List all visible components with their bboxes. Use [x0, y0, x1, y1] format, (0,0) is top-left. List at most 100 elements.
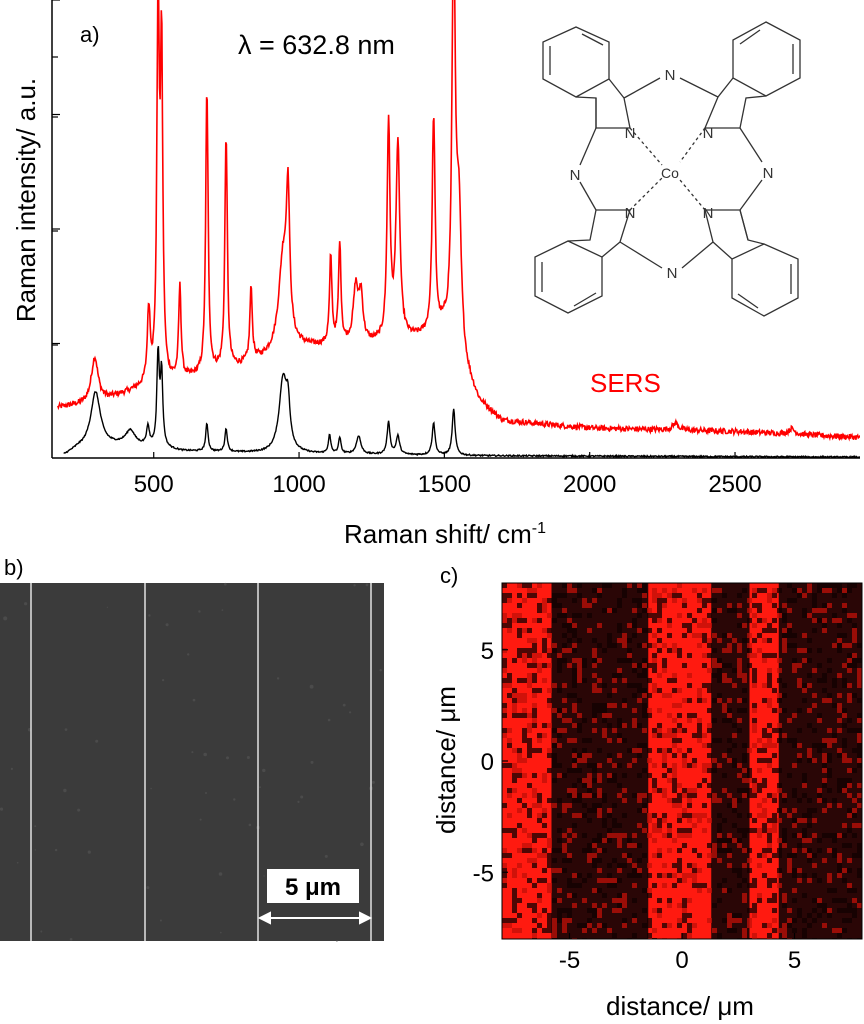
heatmap-pixel — [602, 718, 607, 723]
heatmap-pixel — [687, 793, 692, 798]
heatmap-pixel — [807, 673, 812, 678]
heatmap-pixel — [727, 913, 732, 918]
heatmap-pixel — [822, 743, 827, 748]
heatmap-pixel — [767, 703, 772, 708]
heatmap-pixel — [517, 863, 522, 868]
heatmap-pixel — [697, 688, 702, 693]
heatmap-pixel — [822, 673, 827, 678]
heatmap-pixel — [807, 748, 812, 753]
heatmap-pixel — [767, 743, 772, 748]
heatmap-pixel — [557, 908, 562, 913]
heatmap-pixel — [727, 603, 732, 608]
heatmap-pixel — [637, 808, 642, 813]
heatmap-pixel — [717, 668, 722, 673]
heatmap-pixel — [752, 728, 757, 733]
heatmap-pixel — [797, 753, 802, 758]
heatmap-pixel — [832, 593, 837, 598]
heatmap-pixel — [577, 673, 582, 678]
heatmap-pixel — [557, 728, 562, 733]
heatmap-pixel — [647, 893, 652, 898]
heatmap-pixel — [757, 788, 762, 793]
heatmap-pixel — [662, 758, 667, 763]
heatmap-pixel — [777, 838, 782, 843]
heatmap-pixel — [537, 803, 542, 808]
heatmap-pixel — [637, 793, 642, 798]
heatmap-pixel — [782, 793, 787, 798]
heatmap-pixel — [807, 853, 812, 858]
heatmap-pixel — [677, 903, 682, 908]
heatmap-pixel — [737, 663, 742, 668]
heatmap-pixel — [542, 603, 547, 608]
sem-particle — [162, 679, 165, 682]
sem-particle — [276, 677, 280, 680]
heatmap-pixel — [662, 693, 667, 698]
heatmap-pixel — [672, 588, 677, 593]
heatmap-pixel — [672, 598, 677, 603]
heatmap-pixel — [592, 648, 597, 653]
heatmap-pixel — [607, 778, 612, 783]
heatmap-pixel — [532, 658, 537, 663]
heatmap-pixel — [542, 643, 547, 648]
heatmap-pixel — [792, 868, 797, 873]
heatmap-pixel — [627, 638, 632, 643]
heatmap-pixel — [772, 653, 777, 658]
heatmap-pixel — [537, 663, 542, 668]
heatmap-pixel — [712, 758, 717, 763]
heatmap-pixel — [847, 808, 852, 813]
heatmap-pixel — [752, 783, 757, 788]
heatmap-pixel — [767, 593, 772, 598]
heatmap-pixel — [802, 773, 807, 778]
heatmap-pixel — [547, 698, 552, 703]
heatmap-pixel — [622, 923, 627, 928]
heatmap-pixel — [682, 908, 687, 913]
heatmap-pixel — [792, 888, 797, 893]
heatmap-pixel — [532, 648, 537, 653]
heatmap-pixel — [572, 598, 577, 603]
heatmap-pixel — [552, 928, 557, 933]
heatmap-pixel — [787, 643, 792, 648]
heatmap-pixel — [657, 688, 662, 693]
heatmap-pixel — [637, 698, 642, 703]
heatmap-pixel — [512, 708, 517, 713]
heatmap-pixel — [527, 858, 532, 863]
heatmap-pixel — [652, 688, 657, 693]
heatmap-pixel — [737, 798, 742, 803]
sem-particle — [165, 623, 169, 627]
heatmap-pixel — [557, 613, 562, 618]
heatmap-pixel — [577, 758, 582, 763]
heatmap-pixel — [652, 928, 657, 933]
heatmap-pixel — [672, 743, 677, 748]
sem-particle — [371, 780, 375, 784]
heatmap-pixel — [647, 873, 652, 878]
heatmap-pixel — [827, 758, 832, 763]
heatmap-pixel — [817, 678, 822, 683]
heatmap-pixel — [622, 638, 627, 643]
heatmap-pixel — [582, 878, 587, 883]
heatmap-pixel — [572, 628, 577, 633]
heatmap-pixel — [612, 678, 617, 683]
heatmap-pixel — [532, 688, 537, 693]
sem-particle — [246, 756, 250, 759]
heatmap-pixel — [672, 773, 677, 778]
heatmap-pixel — [812, 863, 817, 868]
heatmap-pixel — [807, 848, 812, 853]
heatmap-pixel — [567, 768, 572, 773]
heatmap-pixel — [762, 853, 767, 858]
heatmap-pixel — [617, 843, 622, 848]
heatmap-pixel — [562, 918, 567, 923]
heatmap-pixel — [822, 603, 827, 608]
heatmap-pixel — [557, 708, 562, 713]
heatmap-pixel — [542, 598, 547, 603]
heatmap-pixel — [752, 908, 757, 913]
heatmap-pixel — [502, 918, 507, 923]
heatmap-pixel — [772, 743, 777, 748]
heatmap-pixel — [537, 798, 542, 803]
heatmap-pixel — [812, 603, 817, 608]
heatmap-pixel — [617, 908, 622, 913]
sem-particle — [40, 930, 43, 933]
heatmap-pixel — [532, 883, 537, 888]
heatmap-pixel — [532, 908, 537, 913]
sem-particle — [199, 818, 202, 821]
heatmap-pixel — [782, 833, 787, 838]
heatmap-pixel — [857, 678, 862, 683]
